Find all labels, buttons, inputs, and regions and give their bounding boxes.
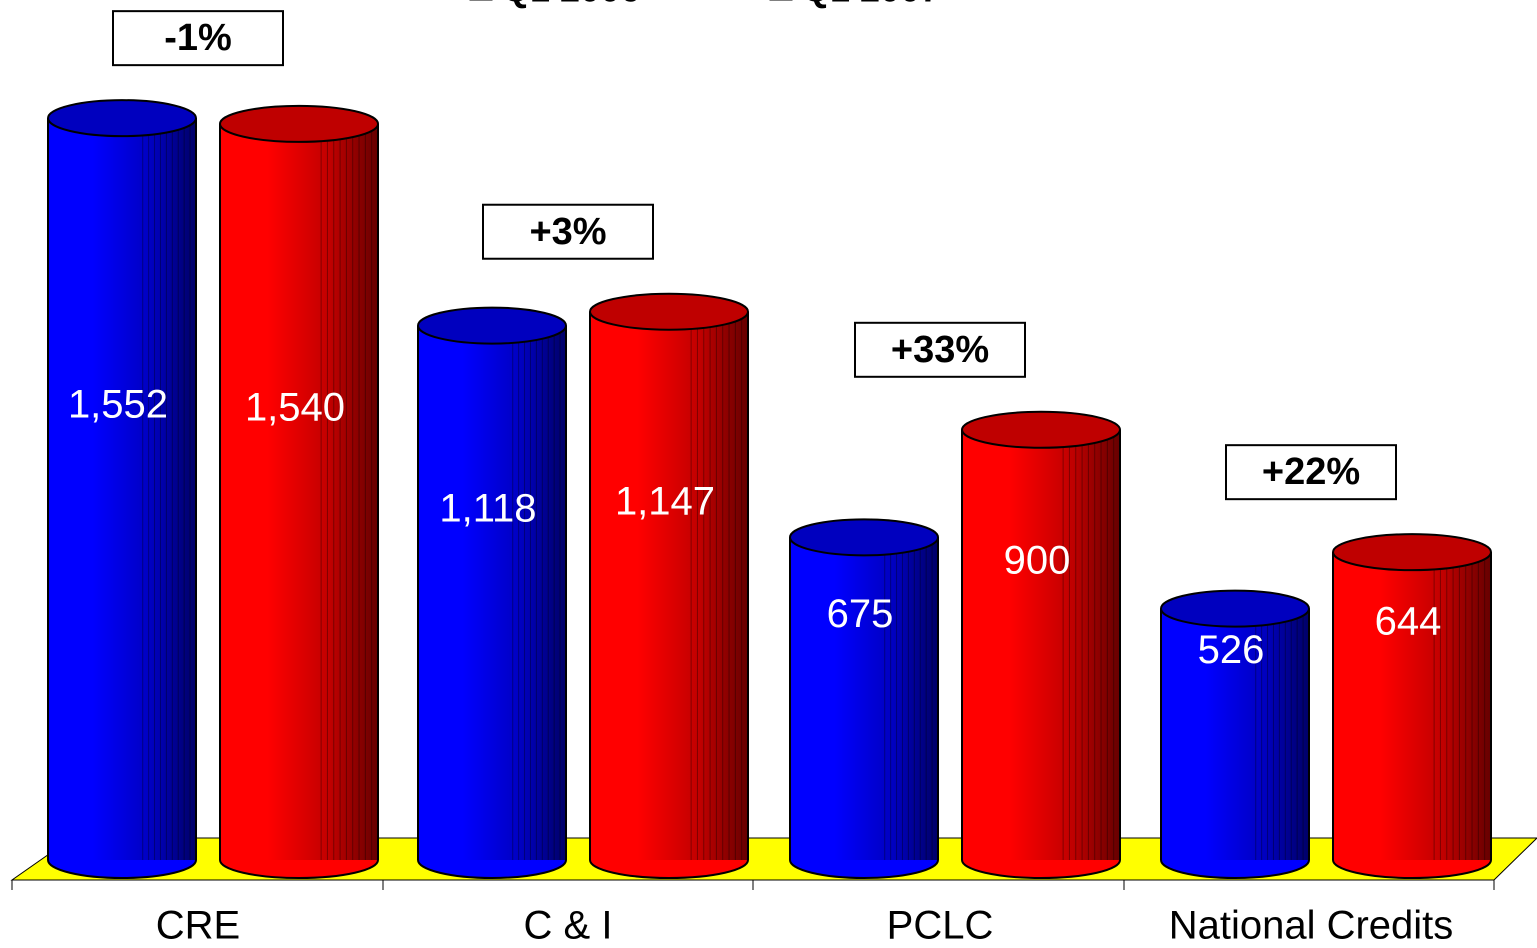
cylinder-shade: [1333, 552, 1491, 860]
cylinder-top: [589, 292, 749, 331]
value-label: 675: [827, 592, 894, 636]
cylinder-shade: [220, 123, 378, 860]
cylinder-shade: [962, 429, 1120, 860]
cylinder-shade: [790, 537, 938, 860]
cylinder-shade: [48, 118, 196, 861]
cylinder-shade: [1161, 608, 1309, 860]
value-label: 900: [1004, 538, 1071, 582]
change-box: [112, 10, 284, 67]
change-label: +33%: [891, 329, 989, 371]
cylinder-shade: [418, 325, 566, 860]
value-label: 1,552: [68, 383, 168, 427]
cylinder-top: [1160, 589, 1310, 628]
change-label: -1%: [164, 17, 232, 59]
value-label: 1,118: [439, 486, 536, 530]
value-label: 1,147: [615, 479, 715, 523]
cylinder: [789, 518, 939, 879]
cylinder-top: [417, 306, 567, 345]
cylinder: [589, 292, 749, 879]
cylinder: [1160, 589, 1310, 879]
cylinder-top: [219, 104, 379, 143]
cylinder-top: [961, 410, 1121, 449]
cylinder-top: [789, 518, 939, 557]
change-label: +22%: [1262, 451, 1360, 493]
cylinder-shade: [590, 311, 748, 860]
cylinder-top: [1332, 533, 1492, 572]
change-box: [482, 203, 654, 260]
change-label: +3%: [529, 211, 606, 253]
cylinder: [1332, 533, 1492, 879]
value-label: 644: [1375, 600, 1442, 644]
cylinder: [417, 306, 567, 879]
x-tick-label: PCLC: [887, 904, 994, 948]
cylinder-top: [47, 99, 197, 138]
change-box: [854, 321, 1026, 378]
cylinder: [219, 104, 379, 879]
legend-label: Q1 2007: [802, 0, 940, 10]
cylinder: [47, 99, 197, 879]
x-tick-label: C & I: [524, 904, 613, 948]
x-tick-label: CRE: [156, 904, 240, 948]
x-tick-label: National Credits: [1169, 904, 1454, 948]
cylinder: [961, 410, 1121, 879]
change-box: [1225, 444, 1397, 501]
value-label: 526: [1198, 628, 1265, 672]
legend-label: Q1 2006: [502, 0, 640, 10]
value-label: 1,540: [245, 386, 345, 430]
